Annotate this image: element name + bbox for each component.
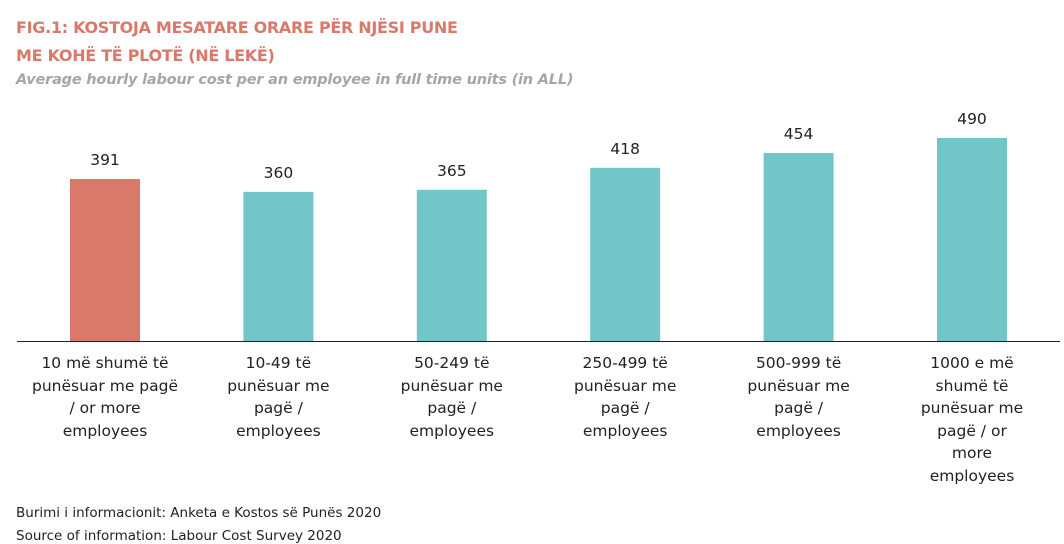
value-label: 365 <box>437 162 467 180</box>
value-label: 360 <box>264 164 294 182</box>
x-tick-label: 10 më shumë të punësuar me pagë / or mor… <box>32 354 178 440</box>
x-tick-label: 10-49 të punësuar me pagë / employees <box>227 354 330 440</box>
chart: 391 360 365 418 454 490 <box>17 110 1060 342</box>
x-tick-label: 1000 e më shumë të punësuar me pagë / or… <box>920 354 1024 485</box>
bar <box>70 179 140 341</box>
chart-subtitle: Average hourly labour cost per an employ… <box>16 72 574 88</box>
x-tick-label: 250-499 të punësuar me pagë / employees <box>574 354 677 440</box>
bar <box>937 137 1007 341</box>
chart-title: FIG.1: KOSTOJA MESATARE ORARE PËR NJËSI … <box>16 18 458 65</box>
bar <box>416 189 487 341</box>
value-label: 490 <box>957 110 987 128</box>
x-tick-label: 50-249 të punësuar me pagë / employees <box>400 354 503 440</box>
bar <box>590 167 661 341</box>
page: {"chart_data": {"type": "bar", "title": … <box>16 18 1060 544</box>
source: Burimi i informacionit: Anketa e Kostos … <box>16 505 382 521</box>
x-tick-label: 500-999 të punësuar me pagë / employees <box>747 354 850 440</box>
value-label: 454 <box>784 125 814 143</box>
bar <box>763 152 834 341</box>
value-label: 418 <box>610 140 640 158</box>
value-label: 391 <box>90 151 120 169</box>
bar <box>243 191 314 341</box>
source-en: Source of information: Labour Cost Surve… <box>16 528 342 544</box>
